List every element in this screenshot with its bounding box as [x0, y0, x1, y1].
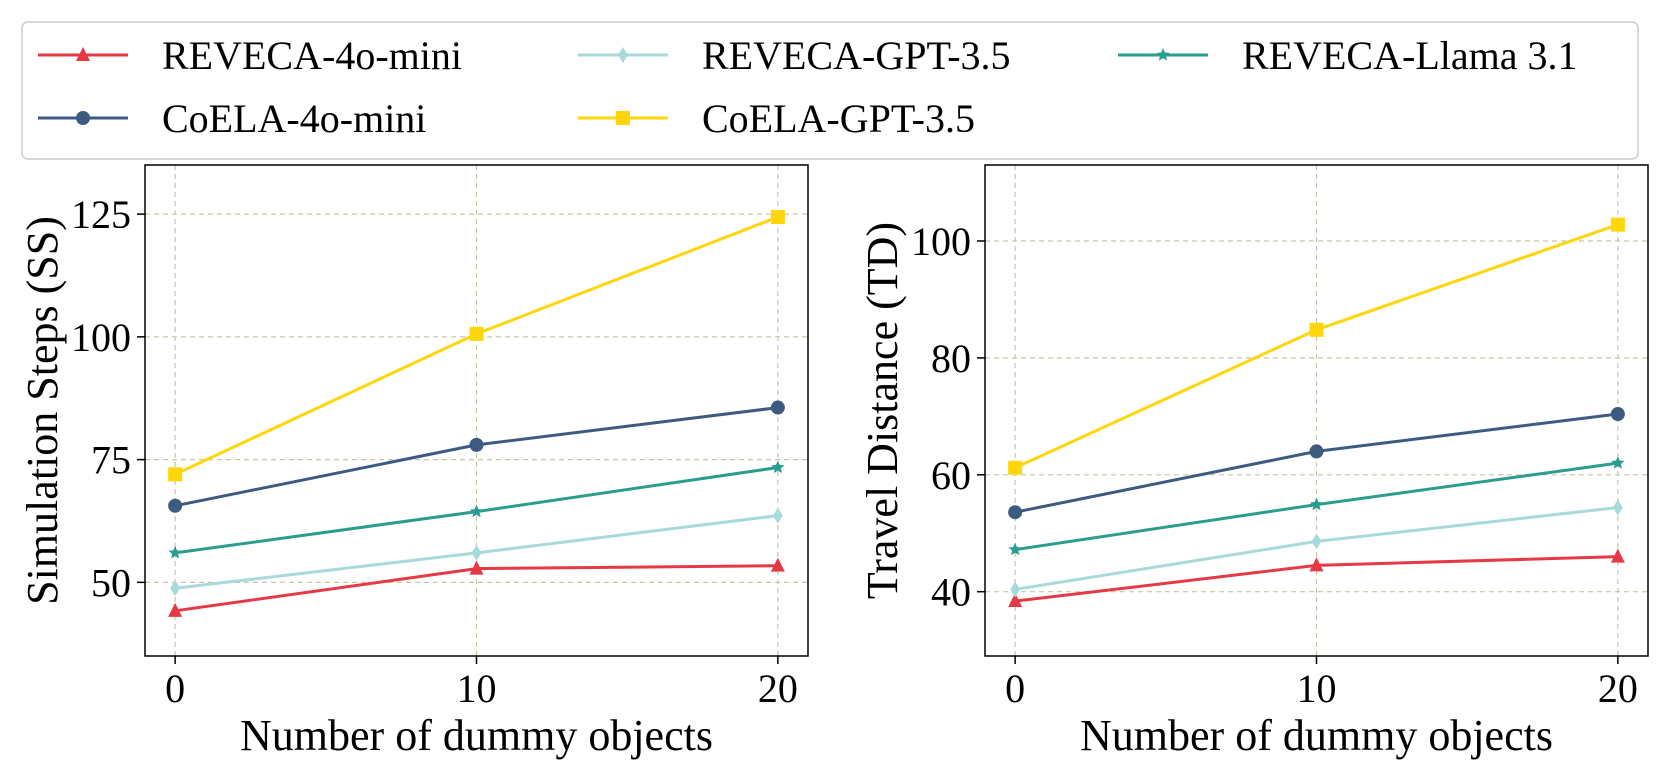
data-point [1309, 497, 1324, 511]
chart-simulation-steps: 0 10 20 50 75 100 125 Simulation Steps (SS) Nu… [18, 164, 809, 760]
legend-label: REVECA-GPT-3.5 [702, 33, 1011, 78]
series-reveca-4o-mini [168, 557, 785, 617]
data-point [770, 557, 785, 572]
legend-item: CoELA-GPT-3.5 [578, 96, 975, 141]
x-tick-label: 20 [758, 666, 798, 711]
data-point [770, 210, 785, 225]
chart-travel-distance: 0 10 20 40 60 80 100 Travel Distance (TD) Numb… [858, 164, 1649, 760]
data-point [1611, 456, 1625, 469]
series-coela-4o-mini [1008, 407, 1625, 520]
data-point [1311, 533, 1322, 550]
x-tick-label: 10 [1297, 666, 1337, 711]
data-point [1008, 460, 1023, 475]
data-point [469, 437, 484, 452]
legend-item: REVECA-4o-mini [38, 33, 462, 78]
legend-item: CoELA-4o-mini [38, 96, 426, 141]
x-tick-label: 20 [1598, 666, 1638, 711]
data-point [170, 580, 181, 597]
legend-marker-diamond-icon [618, 47, 628, 63]
series-coela-gpt-3-5 [1008, 217, 1625, 475]
x-axis-label: Number of dummy objects [1080, 711, 1553, 760]
series-reveca-llama-3-1 [168, 460, 785, 559]
data-point [471, 544, 482, 561]
data-point [1610, 548, 1625, 563]
y-axis-label: Travel Distance (TD) [858, 222, 907, 599]
data-point [1610, 217, 1625, 232]
series-reveca-4o-mini [1008, 548, 1625, 608]
y-tick-label: 80 [931, 336, 971, 381]
data-point [1309, 322, 1324, 337]
data-point [469, 504, 484, 518]
y-tick-label: 50 [91, 560, 131, 605]
legend-item: REVECA-Llama 3.1 [1118, 33, 1578, 78]
legend-label: CoELA-GPT-3.5 [702, 96, 975, 141]
x-tick-label: 0 [1005, 666, 1025, 711]
data-point [168, 467, 183, 482]
data-point [772, 507, 783, 524]
y-tick-label: 60 [931, 453, 971, 498]
x-tick-label: 0 [165, 666, 185, 711]
data-point [770, 400, 785, 415]
legend-marker-circle-icon [76, 111, 90, 125]
data-point [469, 326, 484, 341]
x-tick-label: 10 [457, 666, 497, 711]
data-point [168, 545, 182, 559]
data-point [1309, 557, 1324, 572]
data-point [1008, 505, 1023, 520]
legend-marker-star-icon [1156, 48, 1170, 61]
y-tick-label: 40 [931, 570, 971, 615]
legend-label: REVECA-4o-mini [162, 33, 462, 78]
data-point [168, 498, 183, 513]
data-point [1008, 542, 1022, 556]
series-coela-gpt-3-5 [168, 210, 785, 482]
y-tick-label: 75 [91, 438, 131, 483]
legend-marker-square-icon [616, 111, 630, 125]
legend-frame [21, 21, 1639, 160]
data-point [1010, 581, 1021, 598]
legend-label: REVECA-Llama 3.1 [1242, 33, 1578, 78]
data-point [771, 460, 785, 474]
data-point [469, 560, 484, 575]
data-point [1008, 593, 1023, 608]
data-point [1309, 444, 1324, 459]
data-point [1610, 407, 1625, 422]
legend-label: CoELA-4o-mini [162, 96, 426, 141]
x-axis-label: Number of dummy objects [240, 711, 713, 760]
series-reveca-gpt-3-5 [1010, 499, 1623, 598]
series-reveca-llama-3-1 [1008, 456, 1625, 556]
y-axis-label: Simulation Steps (SS) [18, 216, 67, 605]
y-tick-label: 125 [71, 192, 131, 237]
data-point [1612, 499, 1623, 516]
legend: REVECA-4o-mini CoELA-4o-mini REVECA-GPT-3.… [21, 21, 1639, 160]
legend-item: REVECA-GPT-3.5 [578, 33, 1011, 78]
series-reveca-gpt-3-5 [170, 507, 783, 597]
y-tick-label: 100 [71, 315, 131, 360]
series-coela-4o-mini [168, 400, 785, 513]
y-tick-label: 100 [911, 219, 971, 264]
data-point [168, 602, 183, 617]
legend-marker-triangle-icon [76, 47, 90, 61]
